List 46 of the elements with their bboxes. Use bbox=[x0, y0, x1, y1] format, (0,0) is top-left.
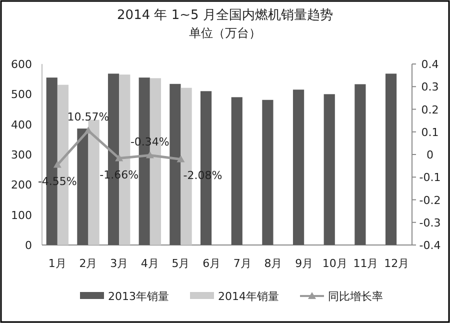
point bbox=[115, 154, 124, 162]
x-tick-label: 5月 bbox=[172, 257, 190, 270]
point bbox=[176, 155, 185, 162]
chart-subtitle: 单位（万台） bbox=[189, 26, 261, 40]
y-tick-label: 100 bbox=[11, 208, 32, 222]
bar bbox=[77, 128, 88, 245]
bar bbox=[385, 74, 397, 245]
y2-tick-label: 0.2 bbox=[421, 103, 439, 116]
y-tick-label: 300 bbox=[11, 148, 32, 162]
point bbox=[53, 160, 62, 168]
legend-label: 同比增长率 bbox=[328, 290, 383, 303]
y2-tick-label: 0.3 bbox=[421, 80, 439, 94]
y2-tick-label: 0.1 bbox=[421, 126, 439, 139]
bar bbox=[170, 84, 181, 245]
x-tick-label: 10月 bbox=[322, 257, 348, 270]
bar bbox=[231, 97, 242, 245]
x-tick-label: 2月 bbox=[79, 257, 98, 270]
x-tick-label: 6月 bbox=[202, 257, 221, 270]
x-tick-label: 3月 bbox=[110, 257, 128, 270]
y-tick-label: 200 bbox=[11, 178, 32, 192]
x-tick-label: 11月 bbox=[353, 257, 378, 270]
x-tick-label: 12月 bbox=[384, 257, 410, 270]
chart-title: 2014 年 1~5 月全国内燃机销量趋势 bbox=[117, 8, 333, 23]
legend-label: 2013年销量 bbox=[108, 290, 169, 303]
y-tick-label: 600 bbox=[11, 58, 32, 71]
bar bbox=[354, 84, 366, 245]
bar bbox=[88, 120, 100, 245]
y2-tick-label: -0.3 bbox=[419, 216, 441, 230]
y-tick-label: 0 bbox=[25, 239, 32, 252]
y2-tick-label: -0.4 bbox=[419, 239, 441, 252]
y-tick-label: 400 bbox=[11, 118, 32, 132]
bar bbox=[292, 90, 304, 245]
x-tick-label: 7月 bbox=[233, 257, 252, 270]
x-tick-label: 1月 bbox=[48, 257, 66, 270]
y-tick-label: 500 bbox=[11, 88, 32, 102]
bar bbox=[324, 94, 335, 245]
x-tick-label: 9月 bbox=[295, 257, 314, 270]
y2-tick-label: -0.2 bbox=[419, 194, 441, 207]
x-tick-label: 4月 bbox=[140, 257, 159, 270]
y2-tick-label: -0.1 bbox=[419, 171, 441, 184]
x-tick-label: 8月 bbox=[264, 257, 282, 270]
bar bbox=[262, 100, 274, 245]
y2-tick-label: 0 bbox=[426, 148, 434, 162]
point bbox=[146, 151, 154, 158]
legend-label: 2014年销量 bbox=[218, 290, 279, 303]
y2-tick-label: 0.4 bbox=[421, 58, 439, 71]
